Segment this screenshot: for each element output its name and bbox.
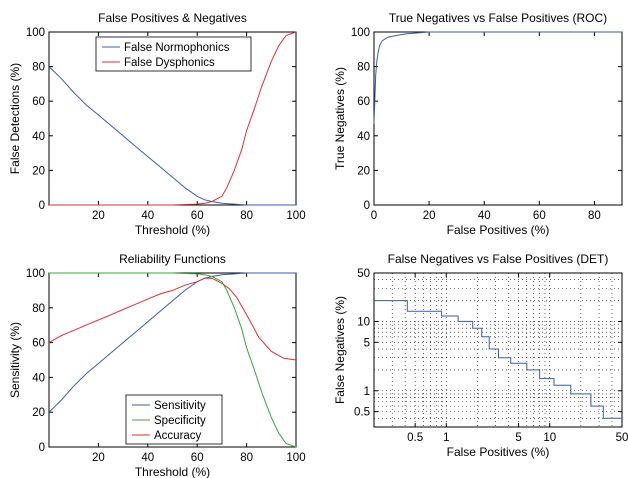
- x-tick-label: 100: [286, 210, 305, 222]
- y-tick-label: 0.5: [354, 407, 370, 419]
- y-tick-label: 40: [357, 131, 370, 143]
- y-tick-label: 0: [39, 200, 45, 212]
- legend-label: False Dysphonics: [124, 57, 215, 69]
- chart-title: True Negatives vs False Positives (ROC): [389, 11, 607, 25]
- x-tick-label: 50: [616, 432, 628, 444]
- x-tick-label: 40: [141, 452, 154, 464]
- x-tick-label: 10: [543, 432, 556, 444]
- y-axis-label: Sensitivity (%): [8, 322, 22, 398]
- x-tick-label: 60: [191, 210, 204, 222]
- y-tick-label: 100: [26, 27, 45, 39]
- y-tick-label: 40: [32, 372, 45, 384]
- legend-label: False Normophonics: [124, 42, 230, 54]
- y-tick-label: 50: [357, 268, 370, 280]
- y-tick-label: 20: [32, 407, 45, 419]
- y-tick-label: 0: [39, 442, 45, 454]
- x-tick-label: 60: [533, 210, 546, 222]
- y-tick-label: 5: [364, 337, 370, 349]
- y-tick-label: 20: [32, 165, 45, 177]
- chart-panel-4: 0.5 1 5 10 50 0.5 1 5 10 50 False Negatives vs Fal…: [333, 252, 628, 459]
- x-axis-label: Threshold (%): [135, 465, 210, 478]
- x-tick-label: 40: [141, 210, 154, 222]
- legend-label: Sensitivity: [154, 400, 206, 412]
- x-tick-label: 60: [191, 452, 204, 464]
- x-tick-label: 1: [443, 432, 449, 444]
- x-tick-label: 20: [92, 210, 105, 222]
- plot-area: [374, 32, 622, 205]
- legend-label: Specificity: [154, 415, 206, 427]
- y-tick-label: 100: [26, 268, 45, 280]
- y-tick-label: 100: [351, 27, 370, 39]
- legend-label: Accuracy: [154, 430, 202, 442]
- chart-title: False Positives & Negatives: [98, 11, 247, 25]
- chart-title: Reliability Functions: [119, 252, 226, 266]
- y-tick-label: 20: [357, 165, 370, 177]
- y-tick-label: 80: [32, 303, 45, 315]
- x-tick-label: 100: [286, 452, 305, 464]
- chart-panel-2: 0 20 40 60 80 0 20 40 60 80 100 True Negatives vs F…: [333, 11, 622, 237]
- x-axis-label: False Positives (%): [447, 223, 550, 237]
- y-tick-label: 0: [364, 200, 370, 212]
- x-tick-label: 0: [371, 210, 377, 222]
- y-tick-label: 60: [357, 96, 370, 108]
- x-tick-label: 80: [240, 452, 253, 464]
- y-tick-label: 40: [32, 131, 45, 143]
- y-axis-label: False Detections (%): [8, 63, 22, 174]
- y-tick-label: 10: [357, 316, 370, 328]
- x-tick-label: 80: [588, 210, 601, 222]
- x-tick-label: 80: [240, 210, 253, 222]
- y-tick-label: 80: [357, 62, 370, 74]
- x-tick-label: 0.5: [407, 432, 423, 444]
- y-axis-label: False Negatives (%): [333, 296, 347, 404]
- chart-title: False Negatives vs False Positives (DET): [388, 252, 609, 266]
- y-tick-label: 60: [32, 338, 45, 350]
- x-axis-label: Threshold (%): [135, 223, 210, 237]
- x-tick-label: 20: [423, 210, 436, 222]
- y-axis-label: True Negatives (%): [333, 67, 347, 170]
- x-axis-label: False Positives (%): [447, 445, 550, 459]
- chart-panel-3: 20 40 60 80 100 0 20 40 60 80 100 Reliability Funct…: [8, 252, 306, 478]
- y-tick-label: 1: [364, 386, 370, 398]
- x-tick-label: 5: [515, 432, 521, 444]
- y-tick-label: 80: [32, 62, 45, 74]
- x-tick-label: 20: [92, 452, 105, 464]
- chart-panel-1: 20 40 60 80 100 0 20 40 60 80 100 False Positives &…: [8, 11, 306, 237]
- x-tick-label: 40: [478, 210, 491, 222]
- legend: Sensitivity Specificity Accuracy: [126, 395, 222, 444]
- legend: False Normophonics False Dysphonics: [96, 37, 251, 71]
- y-tick-label: 60: [32, 96, 45, 108]
